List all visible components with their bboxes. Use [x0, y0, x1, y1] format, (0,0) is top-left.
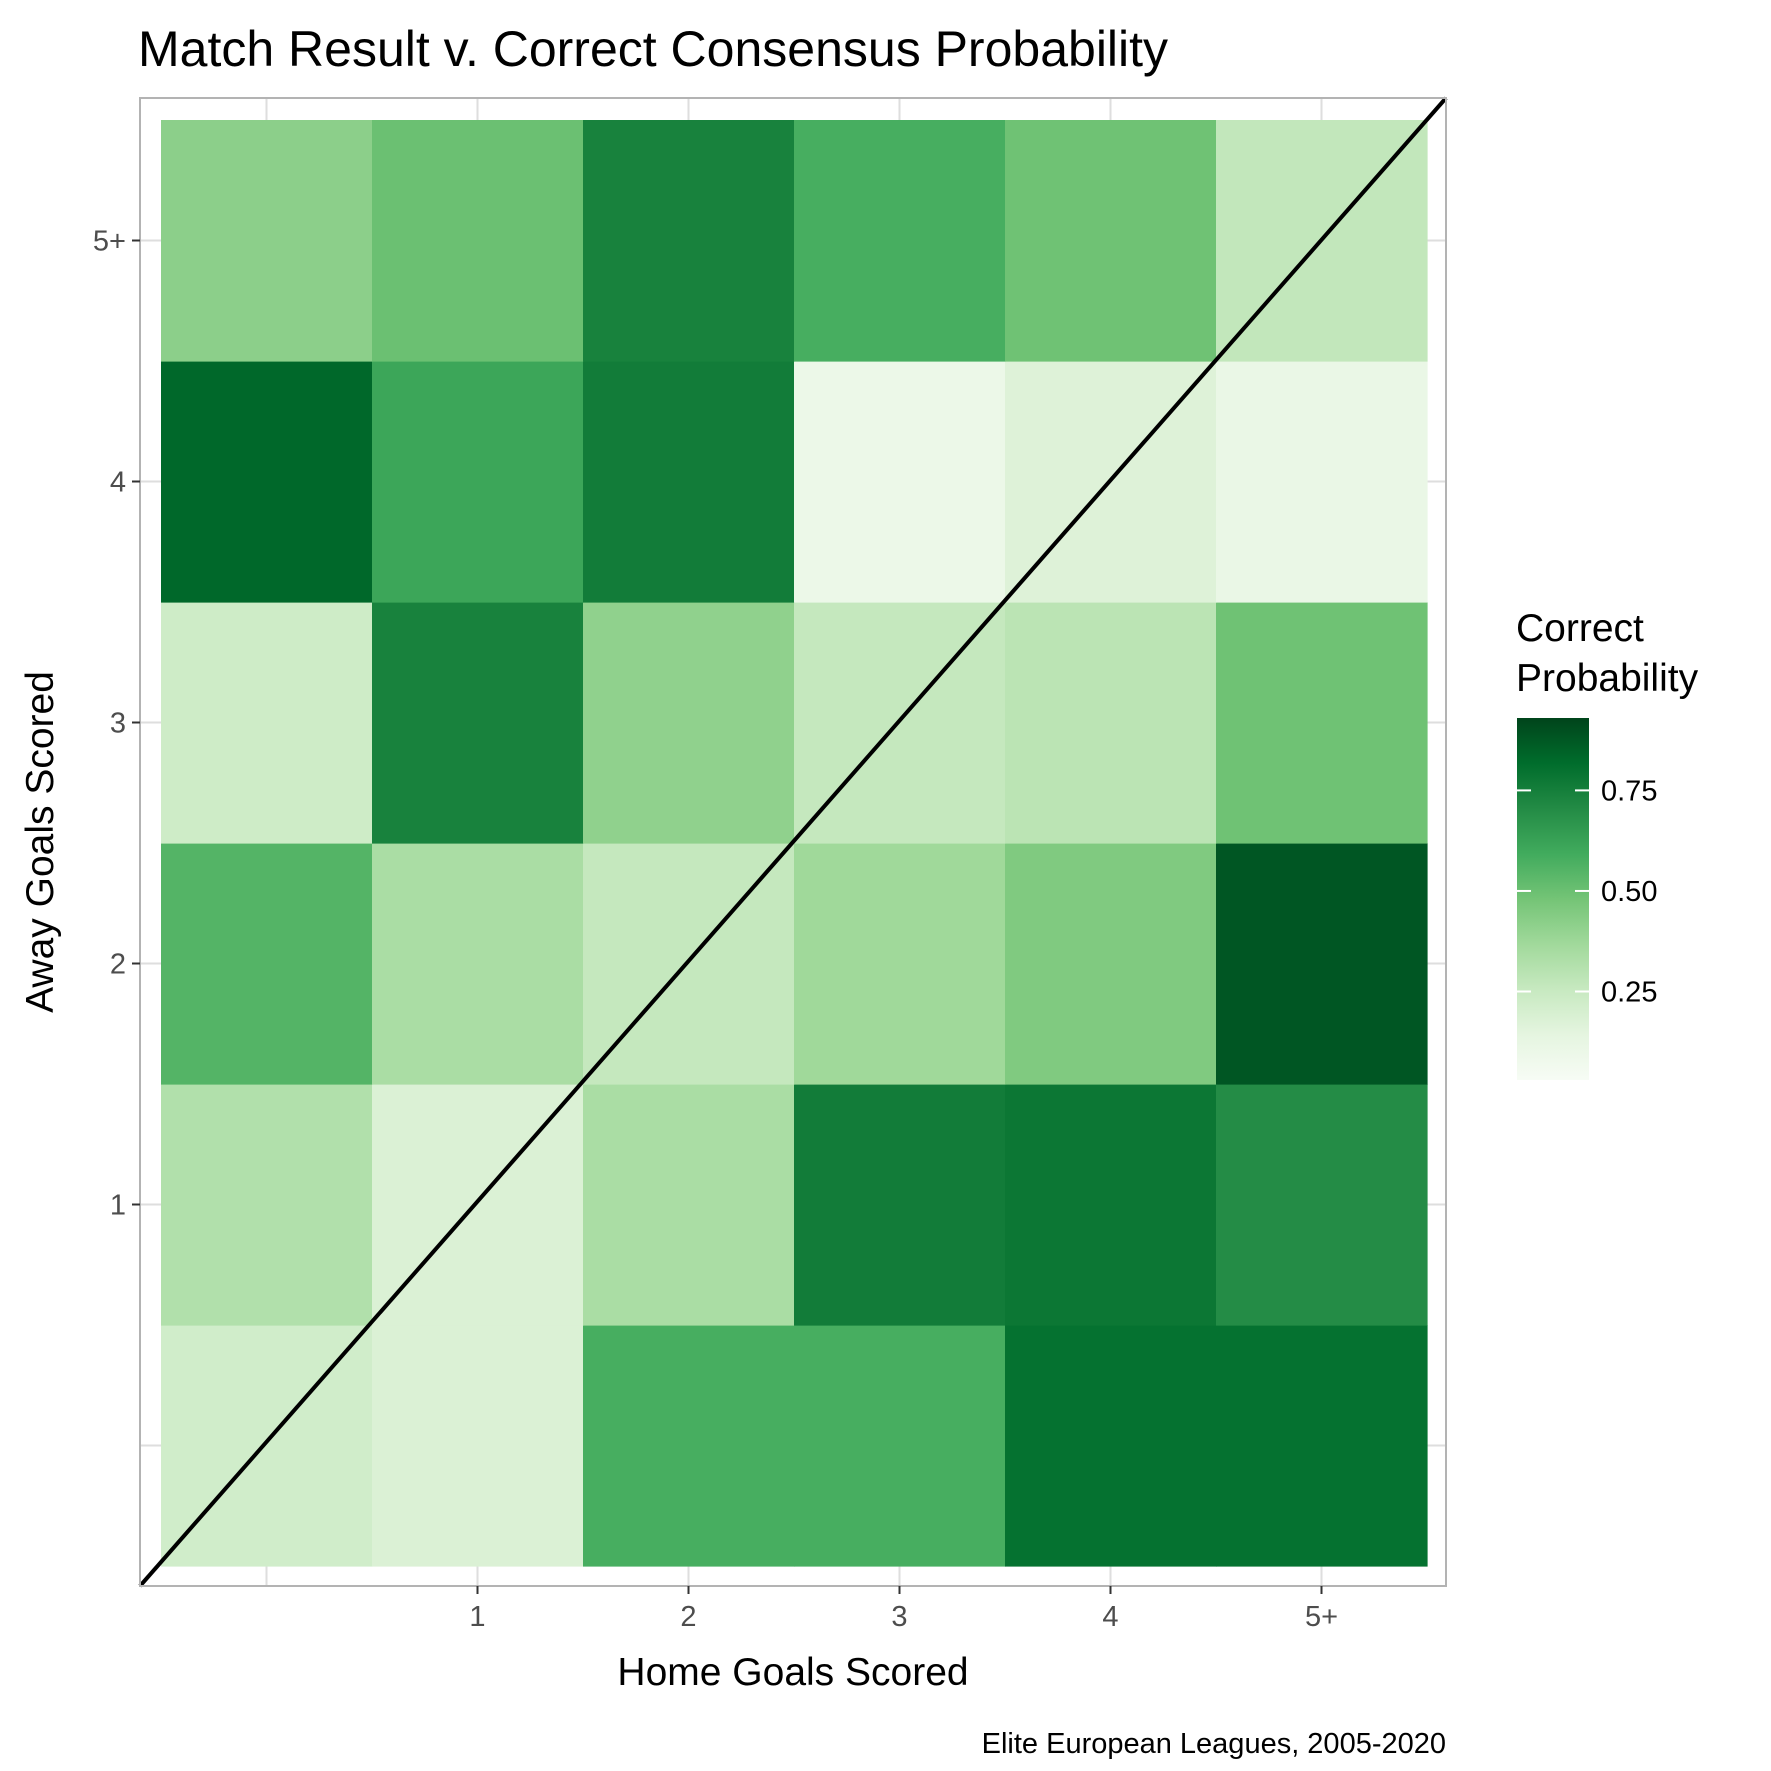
- heatmap-cells: [161, 120, 1428, 1567]
- legend-tick-label: 0.25: [1601, 977, 1657, 1009]
- heatmap-cell: [161, 843, 373, 1085]
- legend-tick-label: 0.50: [1601, 876, 1657, 908]
- y-tick-label: 1: [110, 1190, 126, 1222]
- legend-colorbar: [1517, 718, 1589, 1080]
- plot-panel-border: [139, 97, 1447, 1587]
- x-tick-label: 4: [1102, 1601, 1118, 1633]
- heatmap-cell: [794, 1325, 1006, 1567]
- heatmap-cell: [1005, 120, 1217, 362]
- heatmap-cell: [372, 602, 584, 844]
- heatmap-cell: [583, 120, 795, 362]
- heatmap-cell: [372, 843, 584, 1085]
- x-tick-label: 1: [469, 1601, 485, 1633]
- x-axis-title: Home Goals Scored: [617, 1651, 968, 1694]
- chart-title: Match Result v. Correct Consensus Probab…: [138, 21, 1168, 77]
- legend-title-line-2: Probability: [1516, 657, 1699, 700]
- heatmap-cell: [372, 1325, 584, 1567]
- heatmap-cell: [372, 361, 584, 603]
- heatmap-cell: [161, 361, 373, 603]
- x-tick-label: 3: [891, 1601, 907, 1633]
- heatmap-cell: [583, 1084, 795, 1326]
- y-tick-label: 4: [110, 467, 126, 499]
- heatmap-cell: [583, 602, 795, 844]
- heatmap-cell: [1005, 843, 1217, 1085]
- heatmap-cell: [1216, 843, 1428, 1085]
- legend-title-line-1: Correct: [1516, 607, 1644, 650]
- heatmap-cell: [372, 120, 584, 362]
- diagonal-reference-line: [138, 96, 1448, 1588]
- heatmap-cell: [1216, 361, 1428, 603]
- heatmap-cell: [372, 1084, 584, 1326]
- heatmap-cell: [161, 602, 373, 844]
- heatmap-cell: [794, 120, 1006, 362]
- y-axis-ticks: 1 2 3 4 5+: [93, 226, 140, 1222]
- x-tick-label: 2: [680, 1601, 696, 1633]
- chart-caption: Elite European Leagues, 2005-2020: [982, 1728, 1446, 1760]
- heatmap-cell: [1005, 1325, 1217, 1567]
- heatmap-cell: [1216, 602, 1428, 844]
- heatmap-cell: [794, 843, 1006, 1085]
- x-axis-ticks: 1 2 3 4 5+: [469, 1586, 1338, 1633]
- heatmap-cell: [161, 1084, 373, 1326]
- y-tick-label: 5+: [93, 226, 126, 258]
- heatmap-cell: [583, 361, 795, 603]
- heatmap-cell: [794, 1084, 1006, 1326]
- heatmap-cell: [1216, 1325, 1428, 1567]
- heatmap-cell: [1005, 602, 1217, 844]
- heatmap-cell: [583, 1325, 795, 1567]
- y-tick-label: 2: [110, 949, 126, 981]
- heatmap-cell: [161, 120, 373, 362]
- heatmap-cell: [161, 1325, 373, 1567]
- heatmap-cell: [1216, 1084, 1428, 1326]
- y-axis-title: Away Goals Scored: [19, 671, 62, 1013]
- heatmap-cell: [794, 361, 1006, 603]
- color-legend: Correct Probability 0.25 0.50 0.75: [1516, 607, 1699, 1080]
- legend-tick-label: 0.75: [1601, 775, 1657, 807]
- y-tick-label: 3: [110, 708, 126, 740]
- heatmap-cell: [1005, 1084, 1217, 1326]
- legend-ticks: 0.25 0.50 0.75: [1517, 775, 1657, 1009]
- x-tick-label: 5+: [1305, 1601, 1338, 1633]
